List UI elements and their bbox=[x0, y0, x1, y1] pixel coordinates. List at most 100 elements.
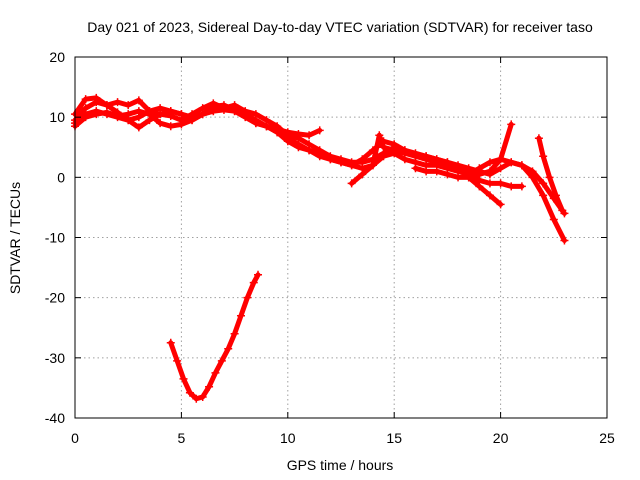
y-tick-label: 20 bbox=[49, 49, 65, 65]
data-point bbox=[432, 167, 441, 176]
data-point bbox=[539, 179, 548, 188]
data-point bbox=[507, 120, 516, 129]
data-point bbox=[254, 270, 263, 279]
data-point bbox=[400, 149, 409, 158]
y-axis-title: SDTVAR / TECUs bbox=[7, 182, 23, 294]
data-point bbox=[185, 388, 194, 397]
data-point bbox=[209, 107, 218, 116]
x-tick-label: 5 bbox=[178, 430, 186, 446]
series-layer bbox=[71, 93, 569, 403]
series-track-7 bbox=[464, 170, 526, 191]
data-point bbox=[273, 128, 282, 137]
data-point bbox=[230, 107, 239, 116]
data-point bbox=[422, 152, 431, 161]
data-point bbox=[173, 356, 182, 365]
data-point bbox=[545, 173, 554, 182]
data-point bbox=[188, 113, 197, 122]
data-point bbox=[315, 126, 324, 135]
data-point bbox=[475, 176, 484, 185]
data-point bbox=[124, 101, 133, 110]
data-point bbox=[485, 179, 494, 188]
data-point bbox=[485, 167, 494, 176]
x-tick-label: 25 bbox=[599, 430, 615, 446]
data-point bbox=[219, 105, 228, 114]
data-point bbox=[347, 161, 356, 170]
data-point bbox=[192, 394, 201, 403]
data-point bbox=[454, 173, 463, 182]
data-point bbox=[443, 158, 452, 167]
data-point bbox=[243, 293, 252, 302]
data-point bbox=[102, 101, 111, 110]
data-point bbox=[432, 155, 441, 164]
data-point bbox=[496, 200, 505, 209]
data-point bbox=[358, 170, 367, 179]
data-point bbox=[145, 107, 154, 116]
data-point bbox=[528, 167, 537, 176]
data-point bbox=[358, 155, 367, 164]
data-point bbox=[230, 329, 239, 338]
data-point bbox=[485, 158, 494, 167]
data-point bbox=[249, 278, 258, 287]
data-point bbox=[294, 130, 303, 139]
data-point bbox=[422, 167, 431, 176]
data-point bbox=[315, 149, 324, 158]
data-point bbox=[198, 110, 207, 119]
data-point bbox=[134, 113, 143, 122]
data-point bbox=[205, 382, 214, 391]
data-point bbox=[124, 116, 133, 125]
data-point bbox=[443, 170, 452, 179]
data-point bbox=[211, 368, 220, 377]
data-point bbox=[113, 113, 122, 122]
data-point bbox=[177, 120, 186, 129]
x-axis-title: GPS time / hours bbox=[287, 457, 394, 473]
data-point bbox=[113, 98, 122, 107]
data-point bbox=[305, 131, 314, 140]
data-point bbox=[379, 152, 388, 161]
data-point bbox=[166, 122, 175, 131]
data-point bbox=[236, 311, 245, 320]
data-point bbox=[454, 161, 463, 170]
x-tick-label: 20 bbox=[493, 430, 509, 446]
data-point bbox=[517, 161, 526, 170]
data-point bbox=[347, 179, 356, 188]
data-point bbox=[134, 123, 143, 132]
data-point bbox=[177, 110, 186, 119]
series-line bbox=[412, 121, 514, 180]
data-point bbox=[294, 140, 303, 149]
data-point bbox=[507, 158, 516, 167]
data-point bbox=[539, 191, 548, 200]
data-point bbox=[283, 134, 292, 143]
data-point bbox=[496, 164, 505, 173]
y-tick-label: -10 bbox=[45, 230, 65, 246]
data-point bbox=[496, 179, 505, 188]
data-point bbox=[379, 143, 388, 152]
data-point bbox=[539, 152, 548, 161]
data-point bbox=[560, 236, 569, 245]
data-point bbox=[102, 110, 111, 119]
y-tick-label: -40 bbox=[45, 410, 65, 426]
data-point bbox=[485, 191, 494, 200]
series-track-4 bbox=[71, 104, 505, 209]
series-track-8 bbox=[534, 134, 567, 215]
data-point bbox=[464, 170, 473, 179]
data-point bbox=[92, 93, 101, 102]
series-line bbox=[349, 132, 567, 216]
data-point bbox=[337, 158, 345, 167]
x-tick-label: 10 bbox=[280, 430, 296, 446]
data-point bbox=[156, 119, 165, 128]
data-point bbox=[551, 191, 560, 200]
data-point bbox=[224, 344, 233, 353]
data-point bbox=[368, 161, 377, 170]
data-point bbox=[305, 146, 314, 155]
data-point bbox=[251, 116, 260, 125]
series-track-9 bbox=[166, 270, 263, 403]
data-point bbox=[375, 131, 384, 140]
x-tick-label: 15 bbox=[386, 430, 402, 446]
data-point bbox=[217, 356, 226, 365]
axis-ticks: 0 5 10 15 20 25 -40 -30 -20 -10 0 10 20 bbox=[45, 49, 615, 446]
data-point bbox=[92, 107, 101, 116]
data-point bbox=[558, 206, 567, 215]
data-point bbox=[496, 155, 505, 164]
